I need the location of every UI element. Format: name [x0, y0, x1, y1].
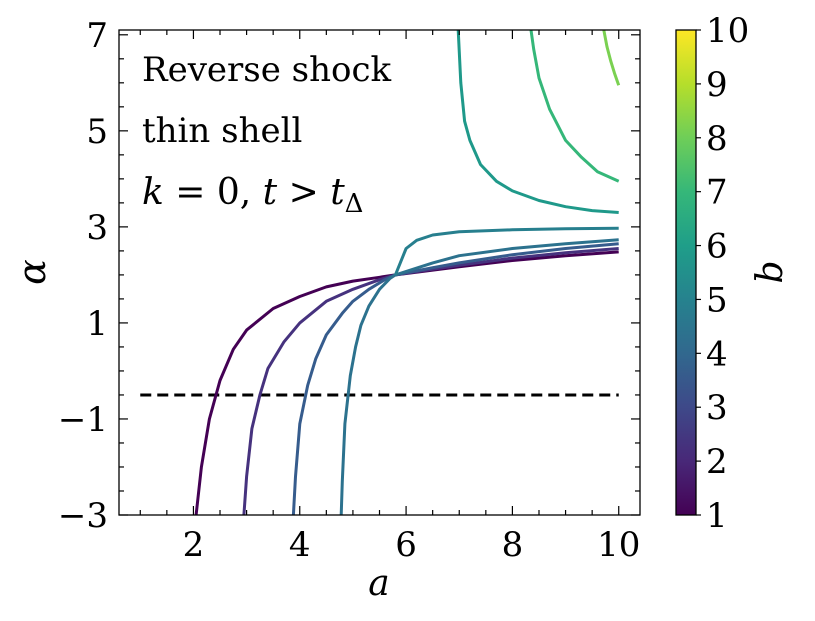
series-line-2 — [242, 247, 619, 515]
series-line-5 — [394, 226, 619, 276]
colorbar-tick-label: 9 — [706, 65, 728, 105]
annotation-t: t — [263, 172, 278, 213]
x-tick-label: 10 — [597, 525, 640, 565]
colorbar — [675, 29, 697, 516]
y-tick-label: −3 — [58, 496, 108, 536]
x-tick-label: 6 — [395, 525, 417, 565]
colorbar-tick-label: 1 — [706, 496, 728, 536]
colorbar-ticks: 1 2 3 4 5 6 7 8 9 10 — [696, 11, 749, 536]
annotation-t2: t — [330, 172, 345, 213]
annotation-eq: = 0, — [164, 172, 263, 213]
y-tick-label: 5 — [86, 112, 108, 152]
colorbar-tick-label: 5 — [706, 280, 728, 320]
colorbar-tick-label: 6 — [706, 227, 728, 267]
plot-lines — [140, 30, 621, 515]
colorbar-tick-label: 8 — [706, 119, 728, 159]
annotation-line-2: thin shell — [142, 111, 302, 151]
y-tick-label: −1 — [58, 400, 108, 440]
y-axis-label: α — [10, 259, 54, 285]
y-tick-label: 7 — [86, 16, 108, 56]
y-tick-label: 1 — [86, 304, 108, 344]
series-line-7 — [529, 30, 620, 183]
colorbar-label: b — [750, 260, 791, 283]
x-axis-label: a — [368, 563, 389, 604]
axis-ticks: 2 4 6 8 10 −3 −1 1 3 5 7 — [58, 16, 640, 565]
colorbar-tick-label: 7 — [706, 173, 728, 213]
plot-frame — [118, 29, 641, 516]
series-line-4 — [339, 238, 619, 515]
x-tick-label: 8 — [502, 525, 524, 565]
annotation-line-1: Reverse shock — [142, 50, 392, 90]
series-line-6 — [456, 30, 619, 214]
annotation-gt: > — [277, 172, 330, 213]
annotation-sub: Δ — [345, 189, 364, 219]
x-tick-label: 2 — [183, 525, 205, 565]
series-line-1 — [194, 250, 619, 515]
colorbar-tick-label: 10 — [706, 11, 749, 51]
colorbar-tick-label: 2 — [706, 442, 728, 482]
y-tick-label: 3 — [86, 208, 108, 248]
colorbar-tick-label: 4 — [706, 334, 728, 374]
colorbar-tick-label: 3 — [706, 388, 728, 428]
series-line-3 — [291, 242, 619, 515]
annotation-line-3: k = 0, t > tΔ — [142, 172, 363, 219]
x-tick-label: 4 — [289, 525, 311, 565]
series-line-8 — [602, 30, 621, 86]
annotation-k: k — [142, 172, 164, 213]
